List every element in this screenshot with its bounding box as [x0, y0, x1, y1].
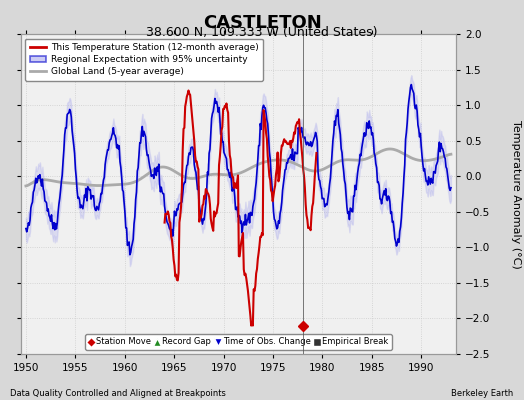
Text: CASTLETON: CASTLETON — [203, 14, 321, 32]
Text: Data Quality Controlled and Aligned at Breakpoints: Data Quality Controlled and Aligned at B… — [10, 389, 226, 398]
Text: 38.600 N, 109.333 W (United States): 38.600 N, 109.333 W (United States) — [146, 26, 378, 39]
Text: Berkeley Earth: Berkeley Earth — [451, 389, 514, 398]
Y-axis label: Temperature Anomaly (°C): Temperature Anomaly (°C) — [511, 120, 521, 268]
Legend: Station Move, Record Gap, Time of Obs. Change, Empirical Break: Station Move, Record Gap, Time of Obs. C… — [85, 334, 392, 350]
